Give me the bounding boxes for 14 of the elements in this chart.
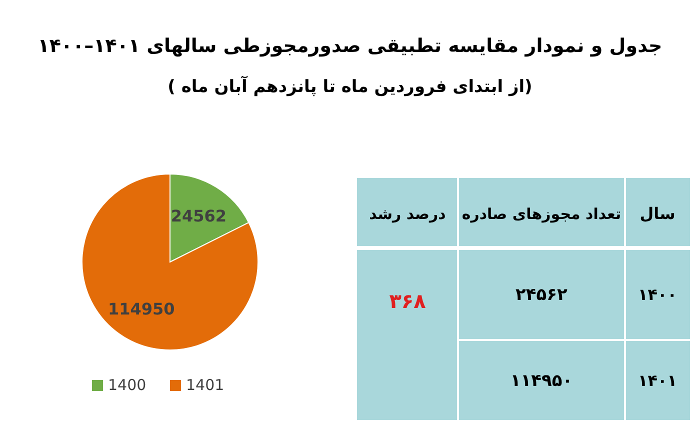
text: تعداد مجوزهای صادره <box>462 205 622 223</box>
text: ۱۴۰۱ <box>638 371 678 390</box>
text: ۲۴۵۶۲ <box>516 285 568 305</box>
text: سال <box>640 204 676 223</box>
text: ۱۱۴۹۵۰ <box>510 371 573 391</box>
text: (از ابتدای فروردین ماه تا پانزدهم آبان ماه ) <box>168 75 532 97</box>
text: جدول و نمودار مقایسه تطبیقی صدورمجوزطی سالهای ۱۴۰۱–۱۴۰۰ <box>38 35 662 57</box>
text: درصد رشد <box>369 205 446 223</box>
legend-label: 1400 <box>108 376 146 394</box>
data-label: 114950 <box>108 299 175 318</box>
legend-label: 1401 <box>186 376 224 394</box>
text: ۳۶۸ <box>389 289 426 313</box>
data-label: 24562 <box>170 206 226 226</box>
text: ۱۴۰۰ <box>638 285 678 304</box>
